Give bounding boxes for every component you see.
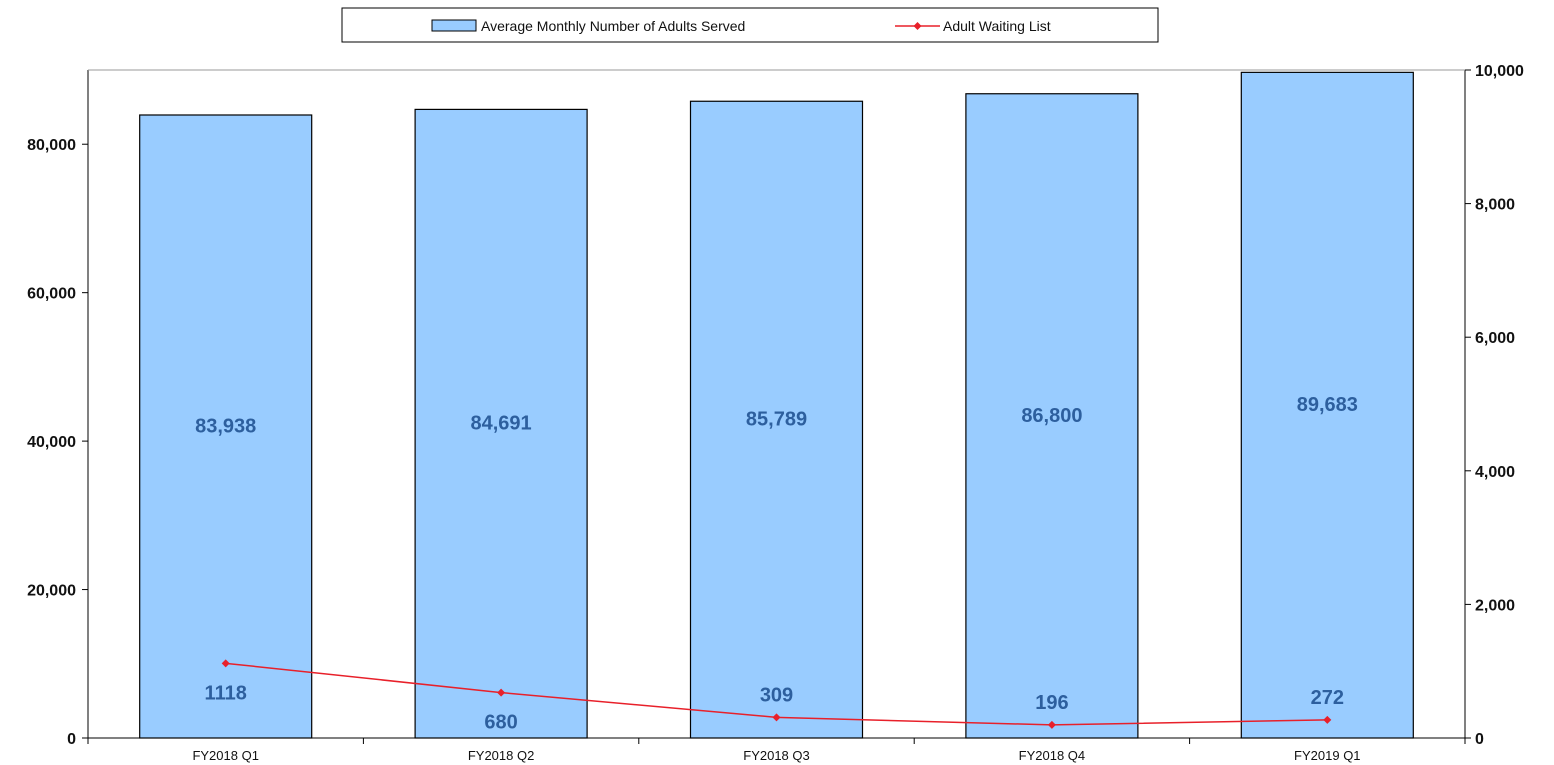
legend-swatch-marker xyxy=(913,22,922,30)
bar xyxy=(689,100,864,739)
line-value-label: 309 xyxy=(760,684,793,706)
bar-value-label: 84,691 xyxy=(471,413,532,435)
legend-label-line: Adult Waiting List xyxy=(943,18,1051,34)
legend-frame xyxy=(341,7,1159,43)
y-left-tick-label: 40,000 xyxy=(27,434,76,451)
line-point xyxy=(1047,720,1056,729)
x-tick-label: FY2018 Q2 xyxy=(468,748,535,763)
x-tick-label: FY2019 Q1 xyxy=(1294,748,1361,763)
x-tick-label: FY2018 Q1 xyxy=(192,748,259,763)
y-left-tick-label: 60,000 xyxy=(27,286,76,303)
line-point xyxy=(221,659,230,668)
line-point xyxy=(772,713,781,722)
bar-series xyxy=(139,71,1414,739)
bar-data-labels: 83,938 84,691 85,789 86,800 89,683 xyxy=(195,394,1358,437)
y-left-tick-label: 20,000 xyxy=(27,583,76,600)
line-series xyxy=(221,659,1332,729)
bar-value-label: 85,789 xyxy=(746,409,807,431)
y-left-tick-label: 0 xyxy=(67,731,76,748)
y-right-tick-label: 0 xyxy=(1475,731,1484,748)
y-right-tick-label: 10,000 xyxy=(1475,63,1524,80)
line-value-label: 680 xyxy=(484,712,517,734)
line-value-label: 272 xyxy=(1311,687,1344,709)
bar-value-label: 86,800 xyxy=(1021,405,1082,427)
legend-swatch-bars xyxy=(431,19,477,32)
y-left-tick-label: 80,000 xyxy=(27,137,76,154)
line-point xyxy=(497,688,506,697)
line-value-label: 1118 xyxy=(205,682,247,704)
bar xyxy=(1240,71,1414,739)
x-tick-label: FY2018 Q3 xyxy=(743,748,810,763)
line-data-labels: 1118 680 309 196 272 xyxy=(205,682,1344,733)
line-point xyxy=(1323,715,1332,724)
line-value-label: 196 xyxy=(1035,692,1068,714)
x-tick-label: FY2018 Q4 xyxy=(1019,748,1086,763)
bar-value-label: 89,683 xyxy=(1297,394,1358,416)
legend-label-bars: Average Monthly Number of Adults Served xyxy=(481,18,745,34)
y-right-tick-label: 2,000 xyxy=(1475,597,1515,614)
bar xyxy=(414,108,588,739)
bar xyxy=(965,93,1139,739)
y-right-tick-label: 4,000 xyxy=(1475,464,1515,481)
y-right-tick-label: 6,000 xyxy=(1475,330,1515,347)
bar-value-label: 83,938 xyxy=(195,415,256,437)
y-right-tick-label: 8,000 xyxy=(1475,197,1515,214)
axes: 0 20,000 40,000 60,000 80,000 0 2,000 4,000 6,00… xyxy=(27,63,1524,763)
legend: Average Monthly Number of Adults Served … xyxy=(341,7,1159,43)
